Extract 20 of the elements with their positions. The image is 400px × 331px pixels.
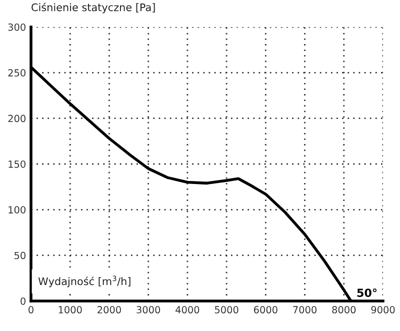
- annotation: 50°: [357, 288, 377, 297]
- x-tick-label: 4000: [176, 306, 200, 314]
- y-tick-label: 250: [8, 69, 26, 76]
- x-tick-label: 2000: [98, 306, 121, 314]
- y-tick-label: 100: [8, 206, 26, 214]
- y-axis-title: Ciśnienie statyczne [Pa]: [32, 2, 155, 14]
- y-tick-label: 50: [14, 252, 26, 260]
- y-tick-label: 150: [8, 160, 26, 168]
- x-tick-label: 0: [28, 306, 34, 314]
- x-tick-label: 9000: [371, 306, 395, 314]
- x-tick-label: 8000: [332, 306, 356, 314]
- x-tick-label: 1000: [58, 306, 82, 314]
- x-tick-label: 6000: [254, 306, 278, 314]
- y-tick-label: 0: [20, 297, 26, 305]
- y-tick-label: 200: [8, 114, 26, 122]
- x-axis-title: Wydajność [m$^{3}$/h]: [38, 276, 130, 288]
- x-tick-label: 5000: [214, 306, 238, 314]
- y-tick-label: 300: [8, 23, 26, 31]
- x-tick-label: 3000: [136, 306, 160, 314]
- x-tick-label: 7000: [293, 306, 317, 314]
